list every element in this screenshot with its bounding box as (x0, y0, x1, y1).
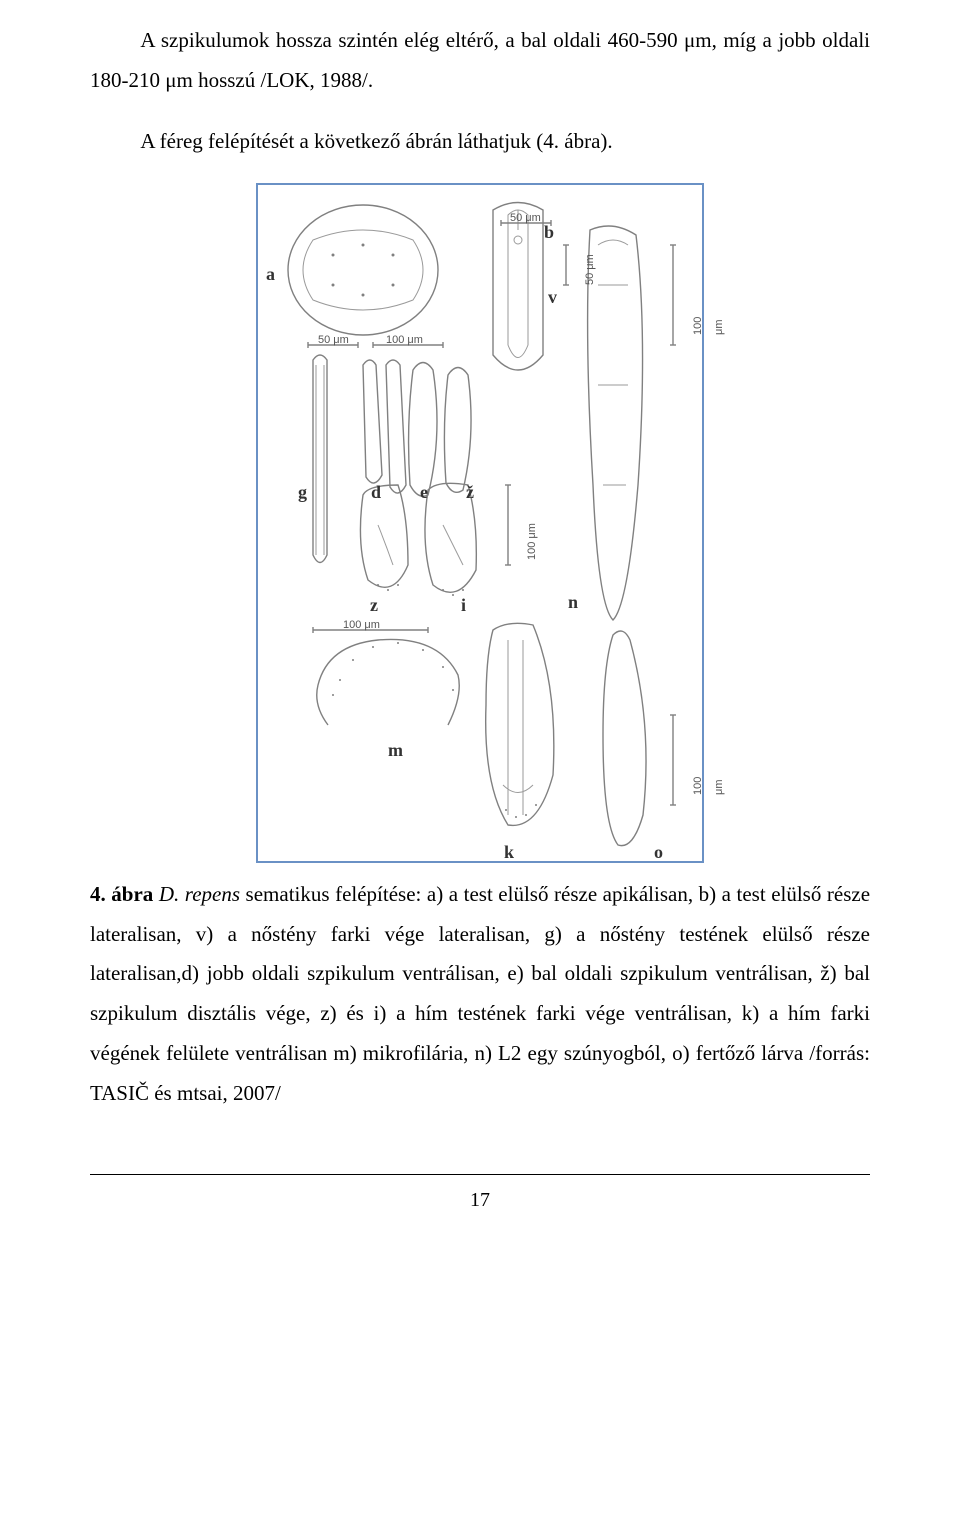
figure-sketch (258, 185, 706, 865)
scale-b-vert-50: 50 μm (580, 254, 601, 285)
fig-label-d: d (371, 475, 381, 509)
fig-label-e: e (420, 475, 428, 509)
fig-label-i: i (461, 588, 466, 622)
fig-label-o: o (654, 835, 663, 869)
scale-b-50: 50 μm (510, 208, 541, 229)
fig-label-n: n (568, 585, 578, 619)
paragraph-2: A féreg felépítését a következő ábrán lá… (90, 122, 870, 162)
scale-n-100: 100 μm (688, 316, 730, 334)
fig-label-a: a (266, 257, 275, 291)
caption-text: sematikus felépítése: a) a test elülső r… (90, 882, 870, 1105)
scale-o-100: 100 μm (688, 776, 730, 794)
figure-wrapper: a b v g d e ž z i n m k o 50 μm 100 μm 5… (90, 183, 870, 863)
fig-label-z-caron: ž (466, 475, 474, 509)
scale-a-50: 50 μm (318, 330, 349, 351)
fig-label-g: g (298, 475, 307, 509)
footer-rule (90, 1174, 870, 1175)
scale-zi-100: 100 μm (522, 523, 543, 560)
fig-label-v: v (548, 280, 557, 314)
paragraph-1: A szpikulumok hossza szintén elég eltérő… (90, 21, 870, 101)
fig-label-m: m (388, 733, 403, 767)
fig-label-k: k (504, 835, 514, 869)
scale-m-100: 100 μm (343, 615, 380, 636)
page: A szpikulumok hossza szintén elég eltérő… (0, 21, 960, 1279)
caption-species: D. repens (159, 882, 240, 906)
fig-label-b: b (544, 215, 554, 249)
figure-4: a b v g d e ž z i n m k o 50 μm 100 μm 5… (256, 183, 704, 863)
caption-label: 4. ábra (90, 882, 153, 906)
scale-a-100: 100 μm (386, 330, 423, 351)
figure-4-caption: 4. ábra D. repens sematikus felépítése: … (90, 875, 870, 1114)
page-number: 17 (90, 1181, 870, 1219)
